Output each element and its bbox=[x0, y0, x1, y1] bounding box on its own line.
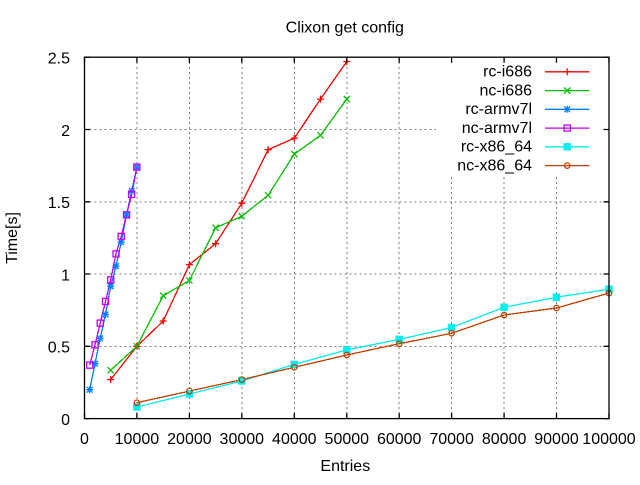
svg-text:40000: 40000 bbox=[272, 431, 317, 448]
svg-text:50000: 50000 bbox=[325, 431, 370, 448]
svg-text:rc-x86_64: rc-x86_64 bbox=[461, 139, 532, 156]
svg-text:2: 2 bbox=[61, 123, 70, 140]
svg-text:0: 0 bbox=[80, 431, 89, 448]
svg-text:Clixon get config: Clixon get config bbox=[286, 19, 404, 36]
svg-text:30000: 30000 bbox=[220, 431, 265, 448]
svg-text:Entries: Entries bbox=[320, 458, 370, 475]
svg-text:2.5: 2.5 bbox=[48, 51, 70, 68]
svg-text:10000: 10000 bbox=[115, 431, 160, 448]
svg-text:1: 1 bbox=[61, 267, 70, 284]
svg-text:100000: 100000 bbox=[582, 431, 635, 448]
svg-text:nc-x86_64: nc-x86_64 bbox=[457, 157, 532, 174]
svg-text:0.5: 0.5 bbox=[48, 340, 70, 357]
svg-text:80000: 80000 bbox=[482, 431, 527, 448]
svg-text:70000: 70000 bbox=[429, 431, 474, 448]
svg-text:rc-armv7l: rc-armv7l bbox=[465, 101, 532, 118]
svg-text:Time[s]: Time[s] bbox=[4, 212, 21, 264]
svg-text:0: 0 bbox=[61, 412, 70, 429]
svg-text:1.5: 1.5 bbox=[48, 195, 70, 212]
svg-text:60000: 60000 bbox=[377, 431, 422, 448]
svg-text:nc-i686: nc-i686 bbox=[480, 82, 533, 99]
svg-text:90000: 90000 bbox=[534, 431, 579, 448]
svg-text:rc-i686: rc-i686 bbox=[483, 64, 532, 81]
svg-text:nc-armv7l: nc-armv7l bbox=[462, 120, 532, 137]
svg-text:20000: 20000 bbox=[167, 431, 212, 448]
